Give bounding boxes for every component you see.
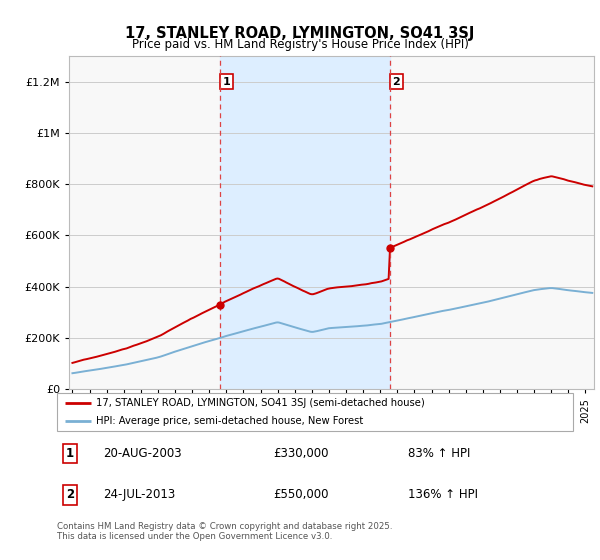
Text: HPI: Average price, semi-detached house, New Forest: HPI: Average price, semi-detached house,…	[96, 416, 363, 426]
Text: 136% ↑ HPI: 136% ↑ HPI	[408, 488, 478, 501]
Text: 2: 2	[392, 77, 400, 86]
Text: 1: 1	[223, 77, 230, 86]
Text: 17, STANLEY ROAD, LYMINGTON, SO41 3SJ (semi-detached house): 17, STANLEY ROAD, LYMINGTON, SO41 3SJ (s…	[96, 398, 424, 408]
Text: Contains HM Land Registry data © Crown copyright and database right 2025.
This d: Contains HM Land Registry data © Crown c…	[57, 522, 392, 542]
Text: 20-AUG-2003: 20-AUG-2003	[103, 447, 182, 460]
Text: 83% ↑ HPI: 83% ↑ HPI	[408, 447, 470, 460]
Text: Price paid vs. HM Land Registry's House Price Index (HPI): Price paid vs. HM Land Registry's House …	[131, 38, 469, 52]
Bar	[220, 56, 390, 389]
Text: £330,000: £330,000	[274, 447, 329, 460]
Text: £550,000: £550,000	[274, 488, 329, 501]
FancyBboxPatch shape	[57, 393, 573, 431]
Text: 1: 1	[66, 447, 74, 460]
Text: 24-JUL-2013: 24-JUL-2013	[103, 488, 176, 501]
Text: 2: 2	[66, 488, 74, 501]
Text: 17, STANLEY ROAD, LYMINGTON, SO41 3SJ: 17, STANLEY ROAD, LYMINGTON, SO41 3SJ	[125, 26, 475, 41]
